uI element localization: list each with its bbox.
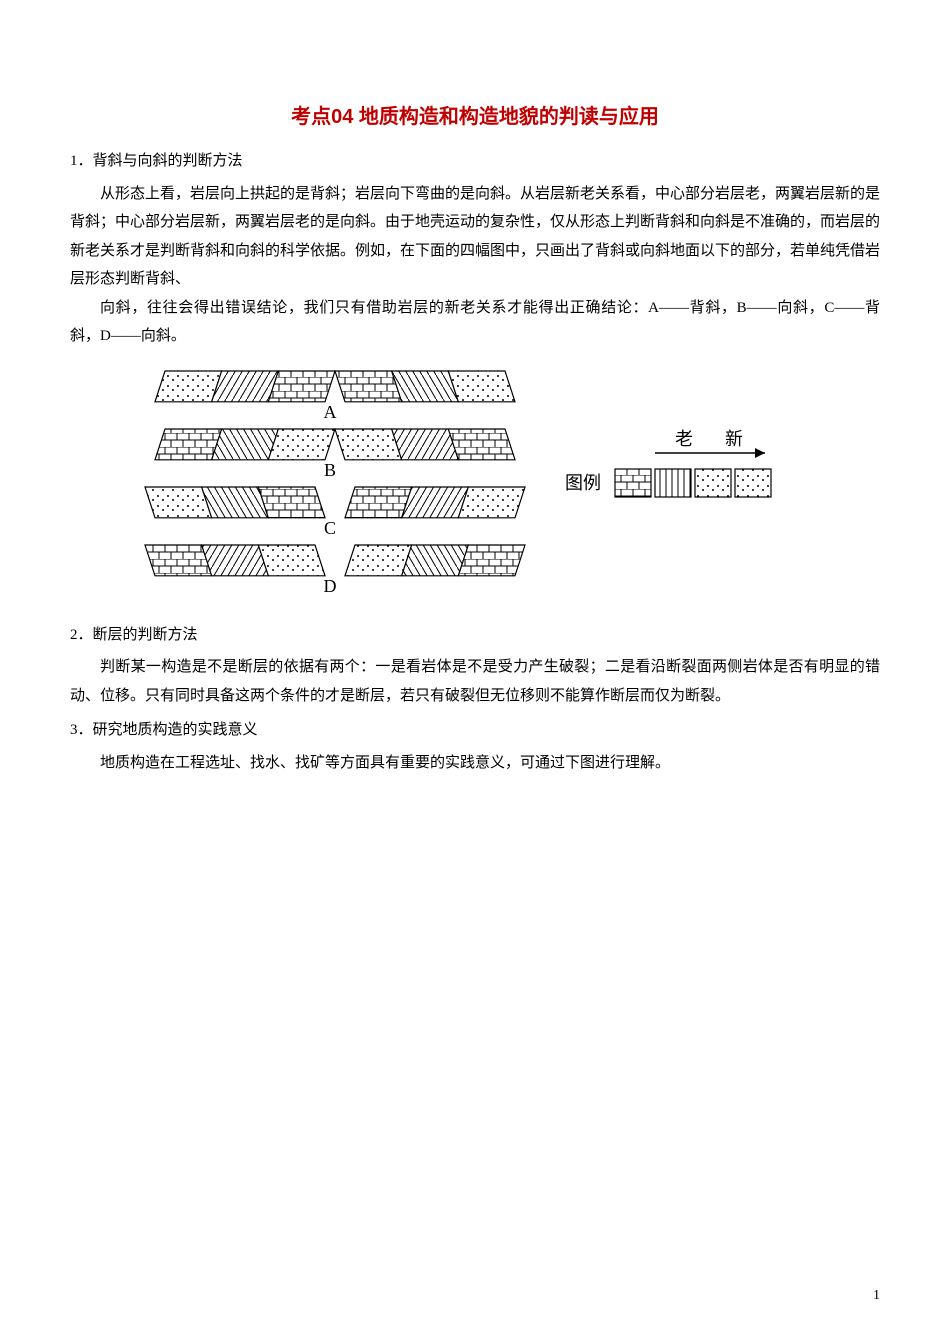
svg-text:图例: 图例 <box>565 473 601 493</box>
svg-text:D: D <box>324 575 337 595</box>
svg-text:新: 新 <box>725 429 743 449</box>
section-1-p2: 向斜，往往会得出错误结论，我们只有借助岩层的新老关系才能得出正确结论：A——背斜… <box>70 294 880 351</box>
page-number: 1 <box>873 1288 880 1304</box>
svg-text:老: 老 <box>675 429 693 449</box>
page-title: 考点04 地质构造和构造地貌的判读与应用 <box>70 100 880 129</box>
section-1-heading: 1．背斜与向斜的判断方法 <box>70 147 880 176</box>
section-3-p1: 地质构造在工程选址、找水、找矿等方面具有重要的实践意义，可通过下图进行理解。 <box>70 749 880 778</box>
section-2-heading: 2．断层的判断方法 <box>70 621 880 650</box>
svg-text:B: B <box>324 459 336 479</box>
strata-figure: A B C D 老 新图例 <box>70 363 880 613</box>
svg-text:A: A <box>324 401 337 421</box>
svg-text:C: C <box>324 517 336 537</box>
section-2-p1: 判断某一构造是不是断层的依据有两个：一是看岩体是不是受力产生破裂；二是看沿断裂面… <box>70 653 880 710</box>
section-1-p1: 从形态上看，岩层向上拱起的是背斜；岩层向下弯曲的是向斜。从岩层新老关系看，中心部… <box>70 180 880 294</box>
section-3-heading: 3．研究地质构造的实践意义 <box>70 716 880 745</box>
page: 考点04 地质构造和构造地貌的判读与应用 1．背斜与向斜的判断方法 从形态上看，… <box>0 0 950 1344</box>
